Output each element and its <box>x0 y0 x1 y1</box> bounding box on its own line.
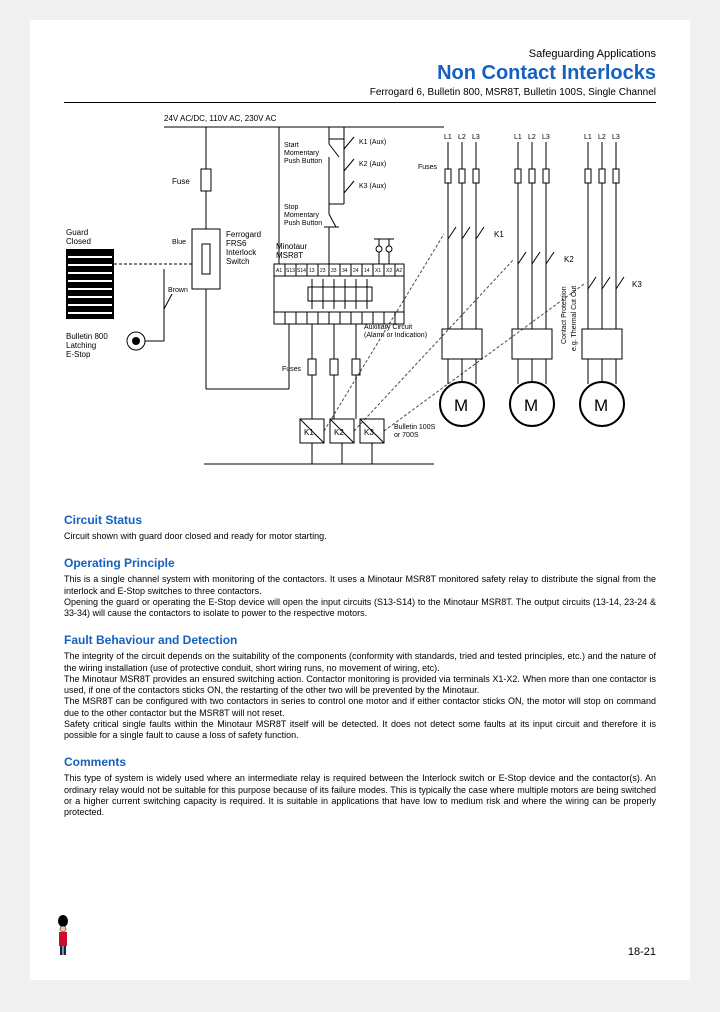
svg-text:Bulletin 100Sor 700S: Bulletin 100Sor 700S <box>394 424 436 439</box>
text-operating: This is a single channel system with mon… <box>64 574 656 619</box>
svg-text:23: 23 <box>320 268 326 274</box>
guard-closed-block: GuardClosed <box>66 228 114 319</box>
svg-text:L3: L3 <box>472 134 480 141</box>
svg-text:S14: S14 <box>297 268 306 274</box>
svg-text:L3: L3 <box>612 134 620 141</box>
svg-text:A2: A2 <box>396 268 402 274</box>
svg-text:L2: L2 <box>458 134 466 141</box>
svg-text:S13: S13 <box>286 268 295 274</box>
svg-text:K3: K3 <box>632 280 642 289</box>
svg-text:M: M <box>524 396 538 415</box>
svg-text:L2: L2 <box>598 134 606 141</box>
svg-text:L2: L2 <box>528 134 536 141</box>
ferrogard-switch: Blue Brown FerrogardFRS6InterlockSwitch <box>168 209 261 309</box>
svg-text:L3: L3 <box>542 134 550 141</box>
svg-text:13: 13 <box>309 268 315 274</box>
svg-text:Auxiliary Circuit(Alarm or Ind: Auxiliary Circuit(Alarm or Indication) <box>364 324 427 339</box>
svg-text:K1: K1 <box>304 428 314 437</box>
heading-fault: Fault Behaviour and Detection <box>64 633 656 647</box>
contactor-coils: K1 K2 K3 Bulletin 100Sor 700S <box>204 419 436 464</box>
header-title: Non Contact Interlocks <box>64 62 656 85</box>
svg-text:K1 (Aux): K1 (Aux) <box>359 139 386 146</box>
svg-text:M: M <box>454 396 468 415</box>
svg-text:K2: K2 <box>334 428 344 437</box>
wiring-diagram: 24V AC/DC, 110V AC, 230V AC GuardClosed … <box>64 109 656 499</box>
svg-text:Fuses: Fuses <box>418 164 438 171</box>
svg-text:14: 14 <box>364 268 370 274</box>
header-subtitle: Ferrogard 6, Bulletin 800, MSR8T, Bullet… <box>64 87 656 103</box>
fuse-symbol: Fuse <box>172 127 211 209</box>
heading-circuit-status: Circuit Status <box>64 513 656 527</box>
power-label: 24V AC/DC, 110V AC, 230V AC <box>164 114 277 123</box>
svg-text:24: 24 <box>353 268 359 274</box>
svg-text:StartMomentaryPush Button: StartMomentaryPush Button <box>284 142 322 165</box>
text-comments: This type of system is widely used where… <box>64 773 656 818</box>
text-fault: The integrity of the circuit depends on … <box>64 651 656 741</box>
svg-text:X2: X2 <box>386 268 392 274</box>
heading-comments: Comments <box>64 755 656 769</box>
svg-text:X1: X1 <box>375 268 381 274</box>
page: Safeguarding Applications Non Contact In… <box>30 20 690 980</box>
svg-text:K1: K1 <box>494 230 504 239</box>
page-number: 18-21 <box>628 946 656 958</box>
header-pretitle: Safeguarding Applications <box>64 48 656 60</box>
svg-text:L1: L1 <box>514 134 522 141</box>
svg-text:33: 33 <box>331 268 337 274</box>
svg-text:Fuse: Fuse <box>172 177 190 186</box>
svg-text:Contact Protection: Contact Protection <box>561 286 568 344</box>
svg-text:K3: K3 <box>364 428 374 437</box>
heading-operating: Operating Principle <box>64 556 656 570</box>
svg-text:Brown: Brown <box>168 287 188 294</box>
svg-text:e.g. Thermal Cut Out: e.g. Thermal Cut Out <box>571 286 578 351</box>
svg-text:GuardClosed: GuardClosed <box>66 228 91 246</box>
svg-text:Fuses: Fuses <box>282 366 302 373</box>
svg-text:FerrogardFRS6InterlockSwitch: FerrogardFRS6InterlockSwitch <box>226 230 261 266</box>
svg-text:K2: K2 <box>564 255 574 264</box>
svg-text:M: M <box>594 396 608 415</box>
svg-text:Bulletin 800LatchingE-Stop: Bulletin 800LatchingE-Stop <box>66 332 108 359</box>
svg-text:A1: A1 <box>276 268 282 274</box>
svg-text:L1: L1 <box>444 134 452 141</box>
svg-text:Blue: Blue <box>172 239 186 246</box>
output-fuses: Fuses <box>282 324 360 419</box>
text-circuit-status: Circuit shown with guard door closed and… <box>64 531 656 542</box>
svg-text:MinotaurMSR8T: MinotaurMSR8T <box>276 242 307 260</box>
svg-text:K2 (Aux): K2 (Aux) <box>359 161 386 168</box>
guardsman-icon <box>54 915 72 960</box>
svg-text:34: 34 <box>342 268 348 274</box>
svg-text:L1: L1 <box>584 134 592 141</box>
svg-text:StopMomentaryPush Button: StopMomentaryPush Button <box>284 204 322 227</box>
svg-text:K3 (Aux): K3 (Aux) <box>359 183 386 190</box>
